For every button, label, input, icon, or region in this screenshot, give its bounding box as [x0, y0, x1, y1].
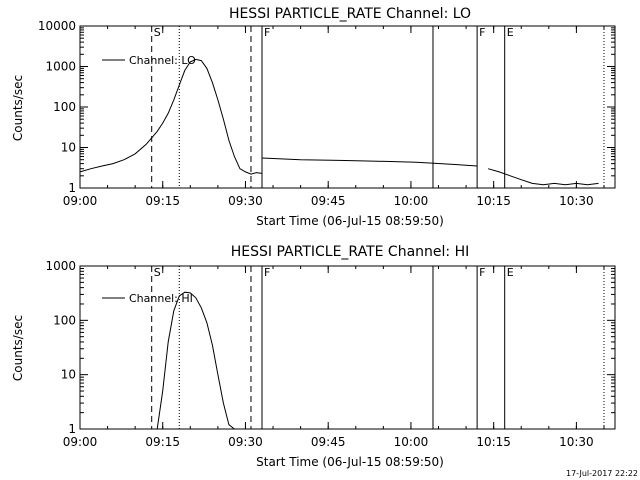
y-tick-label: 1: [68, 181, 76, 195]
legend-label-hi: Channel: HI: [129, 292, 193, 305]
y-tick-label: 100: [53, 313, 76, 327]
ticks-hi: 09:00 09:15 09:30 09:45 10:00 10:15 10:30 1 10 10…: [45, 259, 615, 449]
series-line: [156, 291, 235, 430]
panel-hi: HESSI PARTICLE_RATE Channel: HI Counts/s…: [11, 244, 616, 469]
y-tick-label: 1000: [45, 259, 76, 273]
event-marker-label: F: [264, 266, 270, 279]
event-marker-label: E: [507, 266, 514, 279]
x-tick-label: 09:30: [228, 435, 263, 449]
x-tick-label: 09:15: [145, 194, 180, 208]
footer-timestamp: 17-Jul-2017 22:22: [566, 469, 638, 478]
event-marker-label: S: [154, 266, 161, 279]
event-marker-label: F: [479, 266, 485, 279]
legend-label-lo: Channel: LO: [129, 54, 196, 67]
series-line: [261, 157, 478, 167]
x-tick-label: 09:45: [311, 194, 346, 208]
ticks-lo: 09:00 09:15 09:30 09:45 10:00 10:15 10:30 1 10 10…: [38, 19, 615, 208]
x-tick-label: 10:30: [559, 194, 594, 208]
x-tick-label: 10:15: [476, 435, 511, 449]
x-tick-label: 10:00: [394, 194, 429, 208]
x-tick-label: 10:00: [394, 435, 429, 449]
y-tick-label: 10: [61, 368, 76, 382]
y-tick-label: 1000: [45, 60, 76, 74]
x-tick-label: 09:00: [63, 435, 98, 449]
chart-title-lo: HESSI PARTICLE_RATE Channel: LO: [229, 6, 471, 22]
x-tick-label: 09:30: [228, 194, 263, 208]
x-tick-label: 09:15: [145, 435, 180, 449]
series-hi: [156, 291, 235, 430]
panel-lo: HESSI PARTICLE_RATE Channel: LO Counts/s…: [11, 6, 616, 228]
event-marker-label: S: [154, 26, 161, 39]
y-tick-label: 1: [68, 422, 76, 436]
x-tick-label: 10:30: [559, 435, 594, 449]
x-axis-label-lo: Start Time (06-Jul-15 08:59:50): [256, 214, 444, 228]
chart-title-hi: HESSI PARTICLE_RATE Channel: HI: [231, 244, 469, 260]
y-axis-label-hi: Counts/sec: [11, 315, 25, 381]
x-tick-label: 10:15: [476, 194, 511, 208]
event-marker-label: F: [264, 26, 270, 39]
plot-frame-lo: [79, 25, 616, 189]
y-tick-label: 100: [53, 100, 76, 114]
series-lo: [79, 58, 599, 186]
y-tick-label: 10000: [38, 19, 76, 33]
x-axis-label-hi: Start Time (06-Jul-15 08:59:50): [256, 455, 444, 469]
x-tick-label: 09:00: [63, 194, 98, 208]
y-axis-label-lo: Counts/sec: [11, 75, 25, 141]
event-marker-label: E: [507, 26, 514, 39]
series-line: [487, 168, 599, 186]
event-marker-label: F: [479, 26, 485, 39]
x-tick-label: 09:45: [311, 435, 346, 449]
plot-frame-hi: [79, 265, 616, 430]
y-tick-label: 10: [61, 141, 76, 155]
series-line: [79, 58, 263, 175]
